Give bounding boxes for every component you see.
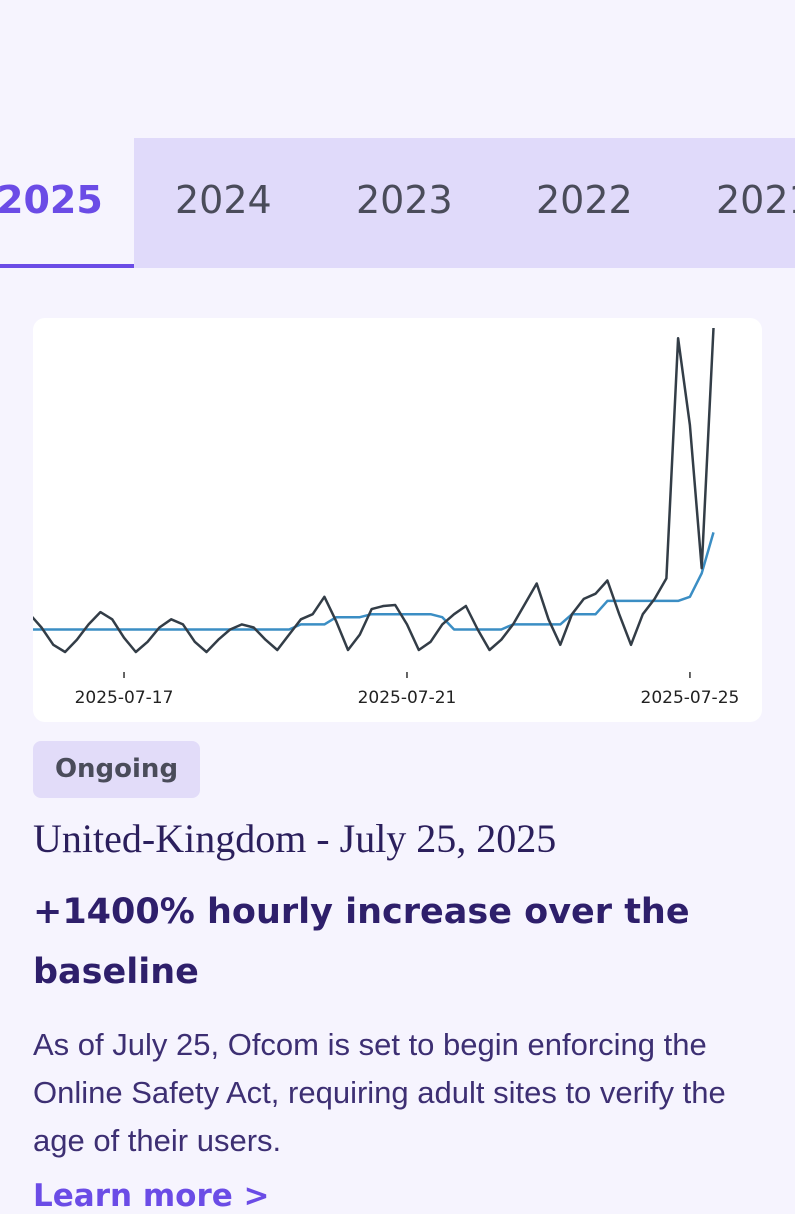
chart: 2025-07-17 2025-07-21 2025-07-25 bbox=[28, 327, 740, 708]
tab[interactable]: 2023 bbox=[356, 178, 453, 222]
tab[interactable]: 2024 bbox=[175, 178, 272, 222]
series-line bbox=[29, 532, 715, 631]
x-tick-label: 2025-07-17 bbox=[75, 688, 174, 708]
learn-more-link[interactable]: Learn more > bbox=[33, 1178, 270, 1214]
status-badge: Ongoing bbox=[33, 741, 200, 798]
x-tick-label: 2025-07-21 bbox=[358, 688, 457, 708]
description: As of July 25, Ofcom is set to begin enf… bbox=[33, 1027, 726, 1158]
tab[interactable]: 2025 bbox=[0, 178, 103, 222]
tab[interactable]: 2021 bbox=[716, 178, 795, 222]
event-title: United-Kingdom - July 25, 2025 bbox=[33, 816, 557, 861]
year-tabs: 2025 2024 2023 2022 2021 bbox=[0, 138, 795, 268]
headline: +1400% hourly increase over the baseline bbox=[33, 892, 690, 992]
series-line bbox=[28, 327, 715, 654]
tab-bar bbox=[134, 138, 795, 268]
chart-card: 2025-07-17 2025-07-21 2025-07-25 bbox=[28, 318, 762, 722]
x-tick-label: 2025-07-25 bbox=[641, 688, 740, 708]
tab[interactable]: 2022 bbox=[536, 178, 633, 222]
active-indicator bbox=[0, 264, 134, 268]
